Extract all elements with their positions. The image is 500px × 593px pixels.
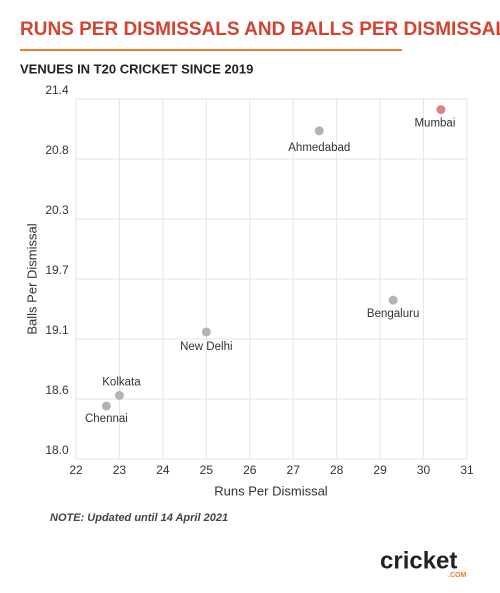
x-tick-label: 31 (460, 463, 474, 477)
point-label: Kolkata (102, 377, 141, 389)
x-tick-label: 29 (373, 463, 387, 477)
point (314, 126, 324, 136)
note: NOTE: Updated until 14 April 2021 (50, 512, 228, 524)
x-tick-label: 26 (243, 463, 257, 477)
x-tick-label: 25 (200, 463, 214, 477)
point (388, 295, 398, 305)
x-tick-label: 30 (417, 463, 431, 477)
logo-sub: .COM (448, 572, 466, 579)
point-label: Bengaluru (367, 308, 419, 320)
point (436, 105, 446, 115)
point-label: Chennai (85, 413, 128, 425)
x-tick-label: 23 (113, 463, 127, 477)
point (114, 390, 124, 400)
point-label: Mumbai (414, 118, 455, 130)
point (101, 401, 111, 411)
logo: cricket (380, 547, 457, 574)
x-tick-label: 22 (69, 463, 83, 477)
y-axis-label: Balls Per Dismissal (24, 223, 39, 334)
point-label: Ahmedabad (288, 142, 350, 154)
x-axis-label: Runs Per Dismissal (214, 483, 328, 498)
y-tick-label: 19.7 (45, 263, 69, 277)
y-tick-label: 19.1 (45, 323, 69, 337)
x-tick-label: 24 (156, 463, 170, 477)
x-tick-label: 28 (330, 463, 344, 477)
point (201, 327, 211, 337)
y-tick-label: 20.8 (45, 143, 69, 157)
y-tick-label: 20.3 (45, 203, 69, 217)
chart-title: RUNS PER DISMISSALS AND BALLS PER DISMIS… (20, 19, 500, 40)
y-tick-label: 18.0 (45, 443, 69, 457)
x-tick-label: 27 (287, 463, 301, 477)
y-tick-label: 18.6 (45, 383, 69, 397)
point-label: New Delhi (180, 341, 232, 353)
chart-subtitle: VENUES IN T20 CRICKET SINCE 2019 (20, 61, 253, 76)
y-tick-label: 21.4 (45, 83, 69, 97)
